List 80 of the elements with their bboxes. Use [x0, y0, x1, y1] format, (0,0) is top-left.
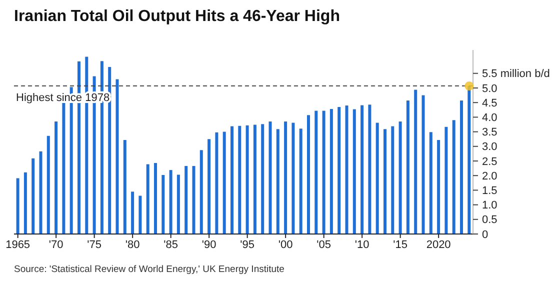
bar: [330, 108, 333, 234]
bar: [108, 66, 112, 234]
bar: [345, 105, 348, 234]
chart-title: Iranian Total Oil Output Hits a 46-Year High: [14, 8, 340, 26]
x-tick-label: '75: [87, 238, 102, 251]
bar: [123, 140, 126, 234]
bar: [444, 126, 448, 234]
x-tick-label: 1965: [6, 238, 30, 251]
bar: [208, 139, 211, 234]
bar: [146, 164, 150, 234]
x-tick-label: '00: [278, 238, 293, 251]
bar: [138, 196, 142, 234]
y-tick-label: 3.0: [482, 141, 498, 154]
bar: [306, 115, 310, 234]
bar: [16, 178, 20, 234]
y-tick-label: 4.0: [482, 112, 498, 124]
x-tick-label: '90: [202, 238, 216, 251]
bar: [169, 170, 172, 234]
bar: [338, 106, 341, 234]
y-tick-label: 5.0: [482, 82, 498, 95]
source-note: Source: 'Statistical Review of World Energy,' UK Energy Institute: [14, 264, 284, 275]
bar: [391, 126, 394, 234]
bar: [460, 100, 463, 234]
bar: [368, 104, 372, 234]
bar: [292, 122, 295, 234]
bar: [261, 124, 264, 234]
bar: [406, 100, 410, 234]
x-tick-label: '95: [240, 238, 254, 251]
bar: [200, 150, 203, 234]
bar: [39, 151, 42, 234]
x-tick-label: '85: [164, 238, 178, 251]
bar: [24, 172, 27, 234]
bar: [452, 120, 456, 234]
x-tick-label: '80: [125, 238, 140, 251]
bar: [131, 192, 134, 234]
bar: [398, 122, 402, 234]
bar: [276, 129, 280, 234]
bar: [54, 122, 58, 234]
bar: [437, 140, 440, 234]
bar: [322, 110, 326, 234]
bar: [253, 124, 256, 234]
bar: [192, 166, 196, 234]
bar: [238, 126, 242, 234]
bar: [46, 136, 50, 234]
y-tick-label: 3.5: [482, 126, 498, 139]
bar: [414, 90, 418, 234]
bar: [184, 166, 188, 234]
y-tick-label: 1.0: [482, 200, 498, 212]
bar: [284, 122, 288, 234]
x-tick-label: '70: [48, 238, 64, 251]
y-tick-label: 4.5: [482, 97, 498, 110]
y-tick-label: 0: [482, 228, 488, 241]
bar: [429, 132, 432, 234]
x-tick-label: '10: [354, 238, 370, 251]
y-tick-label: 2.0: [482, 170, 498, 182]
bar: [352, 109, 356, 234]
bar: [314, 110, 318, 234]
x-tick-label: '05: [316, 238, 331, 251]
bar: [32, 158, 35, 234]
y-tick-label: 2.5: [482, 156, 498, 168]
bar: [154, 163, 157, 234]
bar: [62, 101, 66, 234]
bar: [299, 128, 302, 234]
bar: [268, 122, 272, 234]
bar: [422, 95, 425, 234]
bar: [360, 105, 364, 234]
bar: [162, 175, 165, 234]
bar: [222, 132, 226, 234]
bar: [246, 125, 249, 234]
bar: [230, 126, 234, 234]
bar: [383, 129, 386, 234]
bar: [376, 122, 379, 234]
bar: [116, 79, 119, 234]
y-tick-label: 0.5: [482, 214, 498, 226]
bar: [215, 132, 218, 234]
x-tick-label: '15: [393, 238, 408, 251]
y-tick-label: 1.5: [482, 185, 498, 198]
y-tick-label: 5.5 million b/d: [482, 68, 550, 80]
x-tick-label: 2020: [426, 238, 451, 251]
bar: [176, 174, 180, 234]
